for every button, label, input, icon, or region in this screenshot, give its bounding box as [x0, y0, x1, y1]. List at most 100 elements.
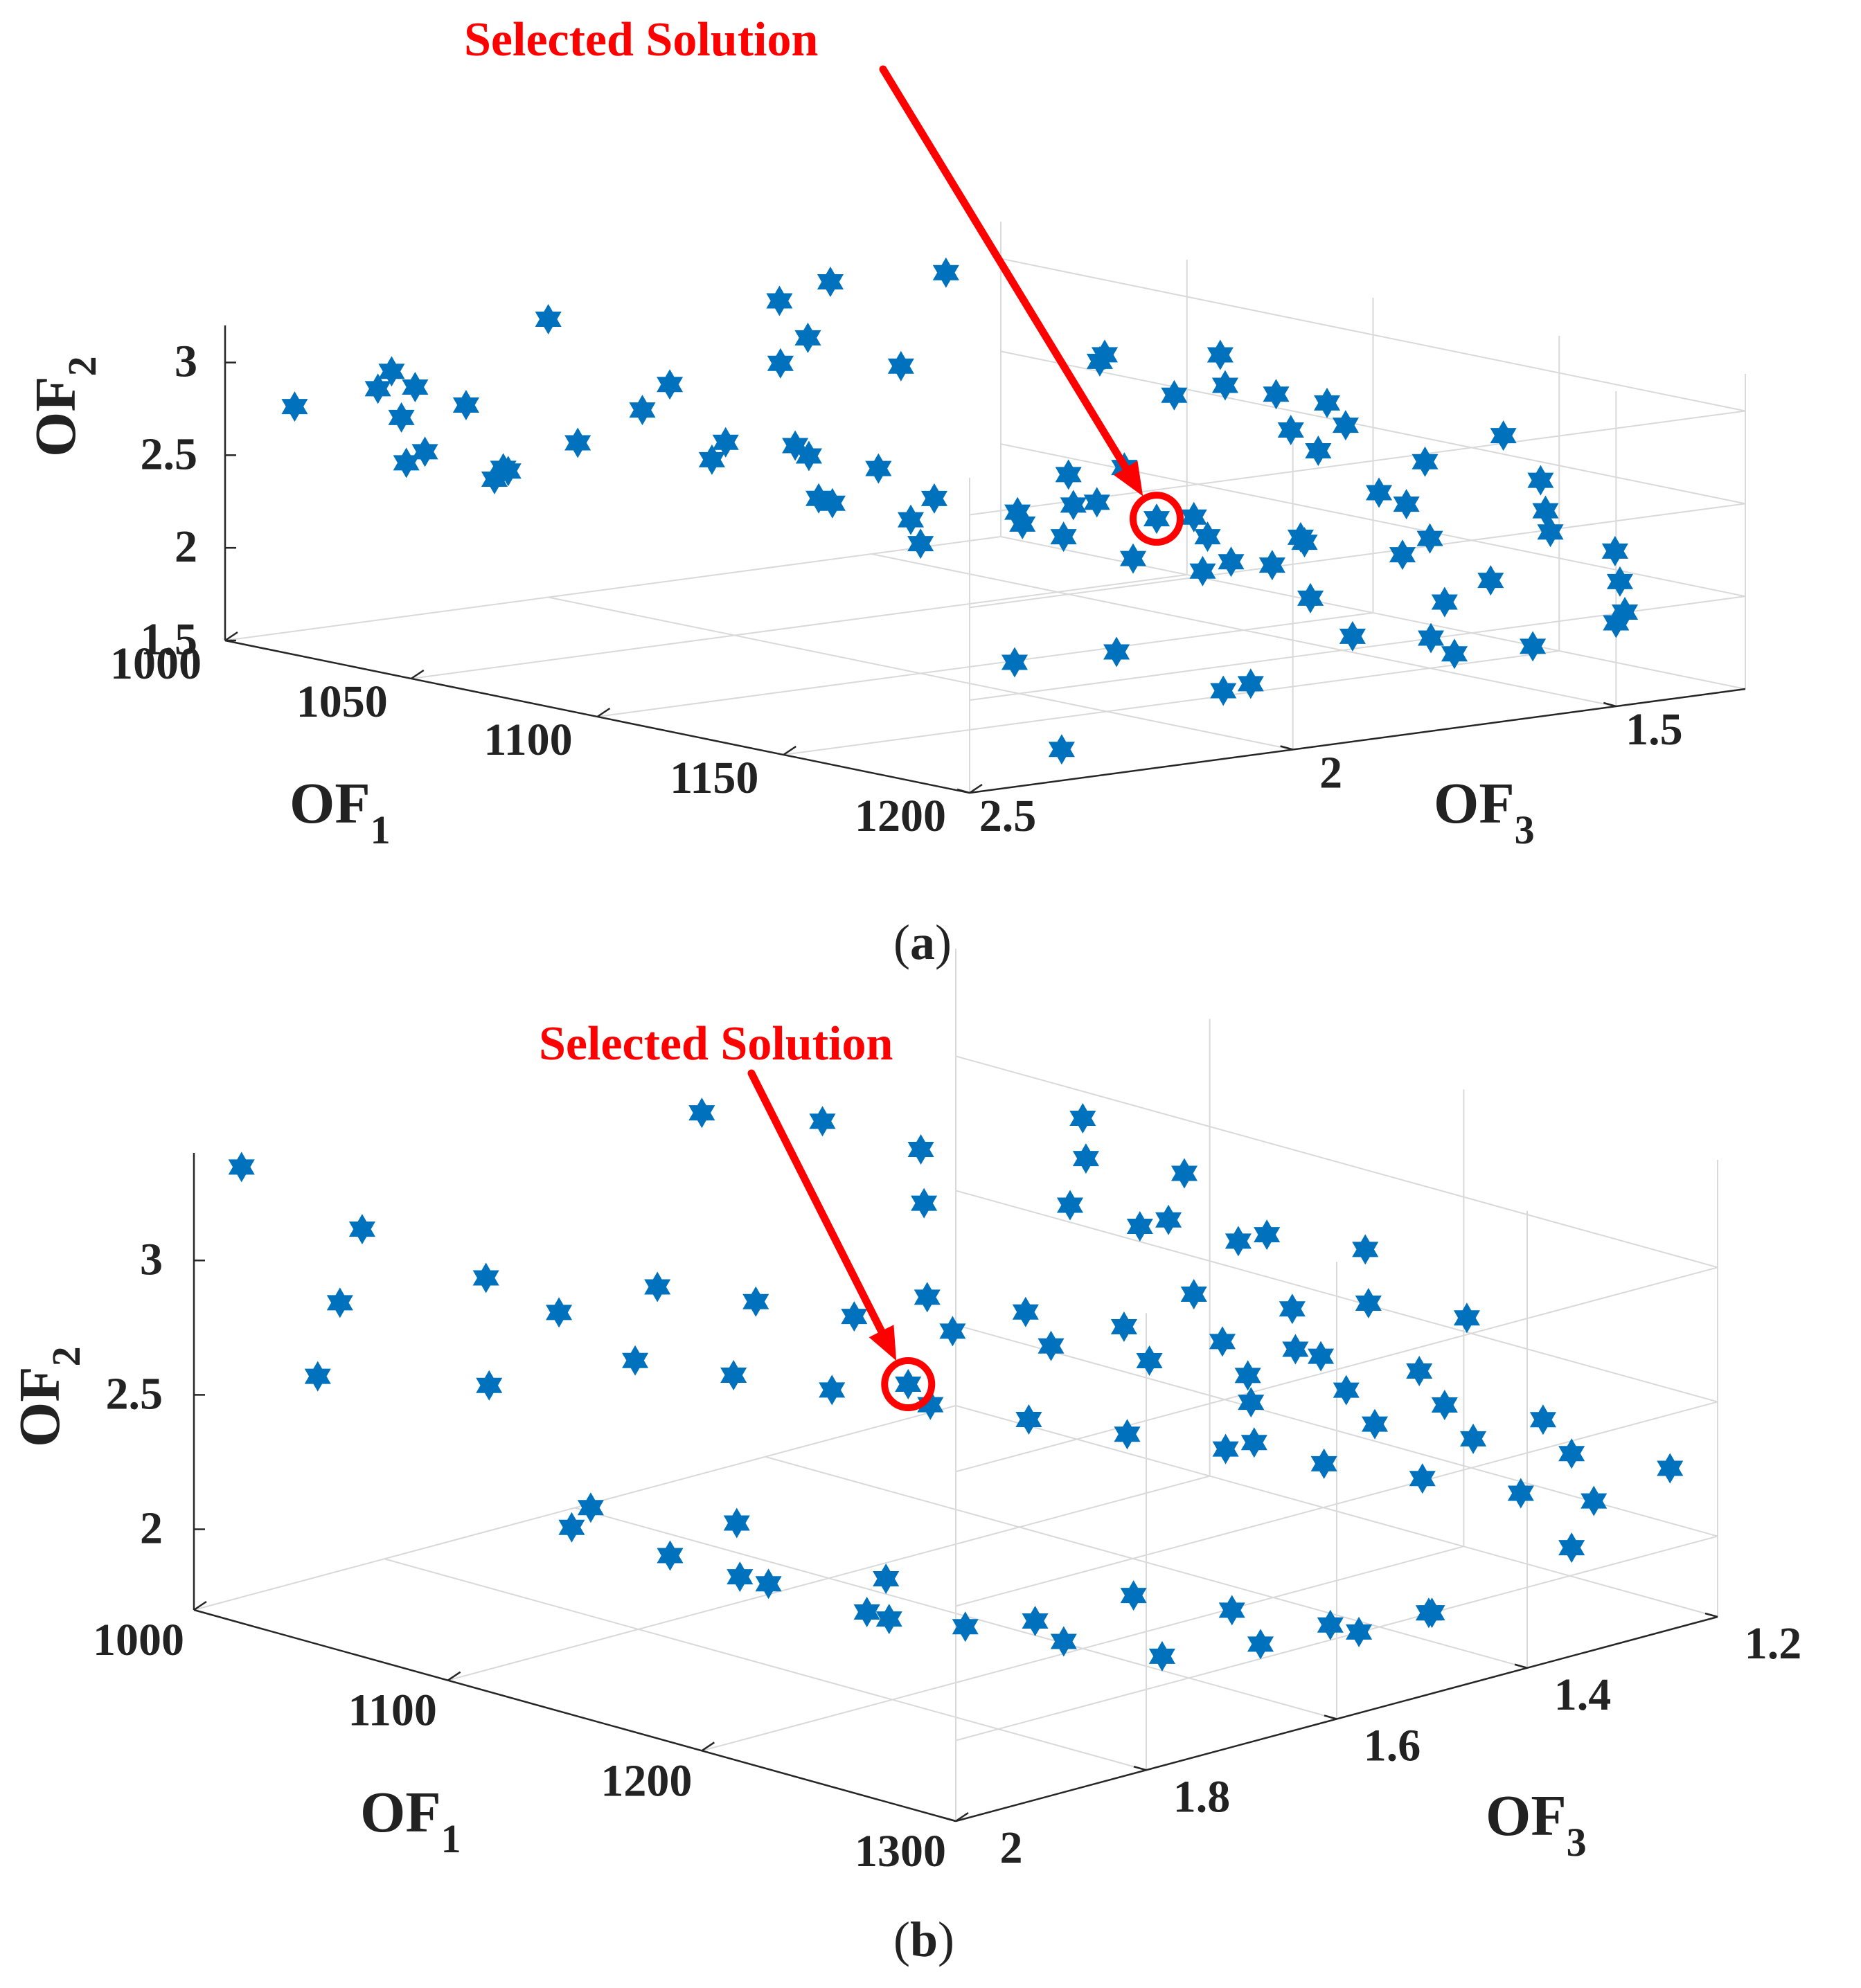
y-tick-label: 1.2 [1745, 1618, 1802, 1669]
panel-a-y-axis-label: OF3 [1434, 771, 1535, 852]
panel-b-x-axis-label: OF1 [360, 1780, 461, 1861]
panel-a-z-tick-labels: 1.5 2 2.5 3 [141, 337, 236, 665]
data-point [564, 427, 591, 458]
data-point [932, 257, 959, 288]
data-point [1412, 446, 1439, 477]
gridline-x-floor [597, 612, 1373, 717]
data-point [1254, 1219, 1281, 1251]
data-point [1580, 1485, 1608, 1516]
z-tick-label: 3 [140, 1234, 163, 1284]
gridline-x-floor [411, 574, 1187, 679]
x-tick-mark [411, 669, 425, 680]
data-point [304, 1361, 331, 1392]
data-point [1477, 565, 1504, 596]
z-tick-label: 2 [140, 1503, 163, 1554]
y-tick-label: 1.6 [1364, 1721, 1421, 1771]
data-point [1601, 535, 1628, 566]
z-tick-label: 2.5 [106, 1368, 163, 1419]
panel-b-selected-solution-annotation: Selected Solution [539, 1017, 936, 1412]
data-point [1310, 1448, 1337, 1479]
data-point [452, 390, 479, 421]
panel-b-annotation-arrow [747, 1069, 886, 1335]
data-point [720, 1360, 747, 1391]
data-point [558, 1512, 585, 1543]
panel-a-annotation-arrow [879, 65, 1130, 472]
data-point [914, 1282, 941, 1313]
data-point [1056, 1190, 1084, 1221]
panel-b-annotation-text: Selected Solution [539, 1017, 893, 1071]
y-tick-label: 2 [1319, 748, 1342, 798]
data-point [1431, 586, 1458, 618]
x-tick-mark [701, 1741, 715, 1752]
data-point [819, 1374, 846, 1406]
data-point [657, 1540, 684, 1571]
data-point [1279, 1293, 1306, 1325]
data-point [1136, 1345, 1163, 1377]
data-point [767, 348, 794, 379]
data-point [1406, 1355, 1433, 1386]
data-point [1180, 1278, 1207, 1309]
gridline-y-floor [548, 596, 1293, 751]
data-point [723, 1507, 750, 1539]
gridline-z-side [969, 503, 1746, 609]
panel-a-selected-circle [1130, 492, 1184, 546]
panel-a-x-tick-labels: 1000 1050 1100 1150 1200 [110, 631, 983, 841]
data-point [1119, 543, 1147, 574]
data-point [1048, 734, 1075, 765]
data-point [1416, 523, 1443, 554]
y-tick-mark [1280, 745, 1294, 751]
data-point [1069, 1102, 1096, 1134]
panel-a-caption: (a) [893, 915, 952, 970]
panel-a-y-tick-labels: 1.5 2 2.5 [956, 701, 1683, 841]
data-point [1431, 1389, 1458, 1420]
data-point [1210, 675, 1237, 706]
panel-b-y-axis-label: OF3 [1486, 1784, 1587, 1865]
data-point [1263, 379, 1290, 410]
x-tick-mark [783, 745, 796, 756]
data-point [865, 453, 892, 484]
x-tick-mark [596, 707, 611, 718]
data-point [1277, 414, 1304, 445]
data-point [766, 285, 793, 316]
z-tick-label: 2.5 [141, 429, 198, 479]
gridline-y-floor [384, 1558, 1147, 1771]
x-tick-mark [193, 1600, 207, 1611]
data-point [228, 1152, 255, 1183]
y-tick-mark [1324, 1714, 1337, 1720]
data-point [1346, 1616, 1373, 1647]
data-point [809, 1106, 836, 1137]
gridline-x-floor [224, 536, 1001, 641]
data-point [472, 1262, 499, 1293]
y-tick-mark [956, 788, 970, 794]
data-point [326, 1287, 353, 1318]
data-point [1238, 1387, 1265, 1418]
x-axis-line [193, 1609, 956, 1823]
data-point [875, 1604, 902, 1635]
panel-a-data-points [281, 257, 1639, 765]
data-point [1155, 1204, 1182, 1235]
data-point [1313, 387, 1341, 418]
gridline-z-side [955, 1401, 1718, 1607]
x-tick-label: 1050 [296, 677, 388, 727]
data-point [535, 304, 562, 335]
data-point [907, 1134, 934, 1165]
data-point [1103, 636, 1130, 668]
data-point [1361, 1408, 1389, 1440]
data-point [1532, 495, 1559, 526]
x-tick-label: 1300 [855, 1826, 946, 1877]
data-point [1234, 1360, 1261, 1391]
gridline-y-floor [871, 553, 1617, 707]
data-point [1237, 668, 1264, 699]
z-tick-label: 1.5 [141, 614, 198, 665]
z-tick-label: 3 [175, 337, 197, 387]
gridline-z-side [955, 1535, 1718, 1741]
data-point [817, 267, 844, 298]
data-point [388, 402, 415, 433]
data-point [1110, 1311, 1137, 1343]
y-tick-label: 2 [1000, 1823, 1023, 1873]
x-tick-label: 1000 [93, 1615, 184, 1665]
y-tick-label: 2.5 [979, 791, 1037, 841]
y-tick-mark [1514, 1663, 1528, 1669]
data-point [1211, 370, 1239, 401]
